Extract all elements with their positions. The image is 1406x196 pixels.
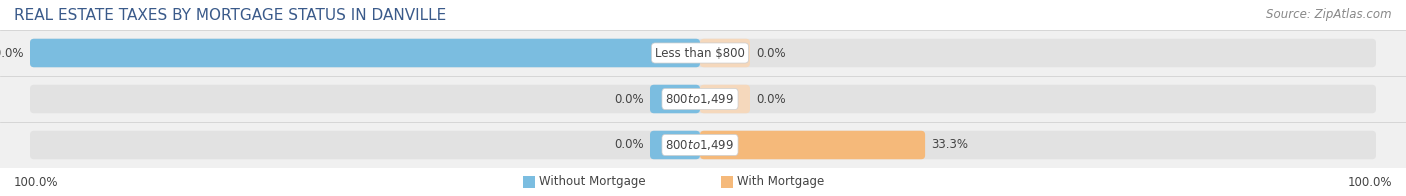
FancyBboxPatch shape bbox=[30, 39, 700, 67]
FancyBboxPatch shape bbox=[721, 176, 733, 188]
FancyBboxPatch shape bbox=[30, 131, 1376, 159]
Text: $800 to $1,499: $800 to $1,499 bbox=[665, 92, 734, 106]
Text: Source: ZipAtlas.com: Source: ZipAtlas.com bbox=[1267, 8, 1392, 21]
Text: With Mortgage: With Mortgage bbox=[737, 175, 824, 189]
Text: Less than $800: Less than $800 bbox=[655, 46, 745, 60]
FancyBboxPatch shape bbox=[700, 85, 749, 113]
FancyBboxPatch shape bbox=[700, 131, 925, 159]
Text: 100.0%: 100.0% bbox=[14, 175, 59, 189]
Text: 100.0%: 100.0% bbox=[0, 46, 24, 60]
Text: 100.0%: 100.0% bbox=[1347, 175, 1392, 189]
FancyBboxPatch shape bbox=[0, 30, 1406, 168]
Text: Without Mortgage: Without Mortgage bbox=[538, 175, 645, 189]
FancyBboxPatch shape bbox=[650, 85, 700, 113]
Text: 0.0%: 0.0% bbox=[756, 93, 786, 105]
Text: 0.0%: 0.0% bbox=[614, 93, 644, 105]
Text: 0.0%: 0.0% bbox=[756, 46, 786, 60]
Text: $800 to $1,499: $800 to $1,499 bbox=[665, 138, 734, 152]
Text: REAL ESTATE TAXES BY MORTGAGE STATUS IN DANVILLE: REAL ESTATE TAXES BY MORTGAGE STATUS IN … bbox=[14, 8, 446, 23]
FancyBboxPatch shape bbox=[523, 176, 536, 188]
FancyBboxPatch shape bbox=[30, 85, 1376, 113]
FancyBboxPatch shape bbox=[700, 39, 749, 67]
FancyBboxPatch shape bbox=[650, 131, 700, 159]
Text: 33.3%: 33.3% bbox=[931, 139, 969, 152]
FancyBboxPatch shape bbox=[30, 39, 1376, 67]
Text: 0.0%: 0.0% bbox=[614, 139, 644, 152]
